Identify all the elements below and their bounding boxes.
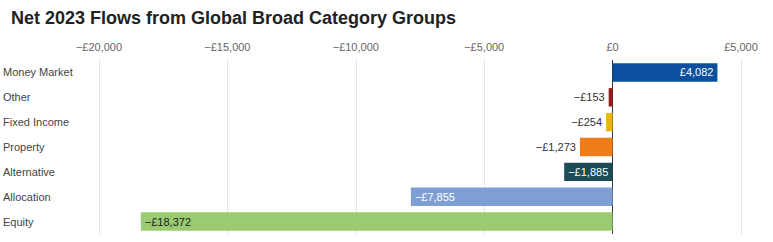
svg-text:Net 2023 Flows from Global Bro: Net 2023 Flows from Global Broad Categor… <box>11 8 456 28</box>
svg-text:Allocation: Allocation <box>3 191 51 203</box>
svg-text:−£18,372: −£18,372 <box>145 216 191 228</box>
svg-text:Alternative: Alternative <box>3 166 55 178</box>
svg-text:Money Market: Money Market <box>3 66 73 78</box>
svg-text:Fixed Income: Fixed Income <box>3 116 69 128</box>
svg-text:£4,082: £4,082 <box>680 66 714 78</box>
svg-text:−£7,855: −£7,855 <box>415 191 455 203</box>
svg-text:Other: Other <box>3 91 31 103</box>
svg-text:£0: £0 <box>606 41 618 53</box>
svg-text:−£1,273: −£1,273 <box>536 141 576 153</box>
svg-text:£5,000: £5,000 <box>724 41 758 53</box>
svg-text:−£254: −£254 <box>571 116 602 128</box>
svg-text:Equity: Equity <box>3 216 34 228</box>
svg-text:−£153: −£153 <box>574 91 605 103</box>
svg-text:−£20,000: −£20,000 <box>76 41 122 53</box>
svg-text:−£10,000: −£10,000 <box>333 41 379 53</box>
svg-text:−£1,885: −£1,885 <box>568 166 608 178</box>
svg-text:−£15,000: −£15,000 <box>204 41 250 53</box>
svg-text:Property: Property <box>3 141 45 153</box>
svg-text:−£5,000: −£5,000 <box>464 41 504 53</box>
